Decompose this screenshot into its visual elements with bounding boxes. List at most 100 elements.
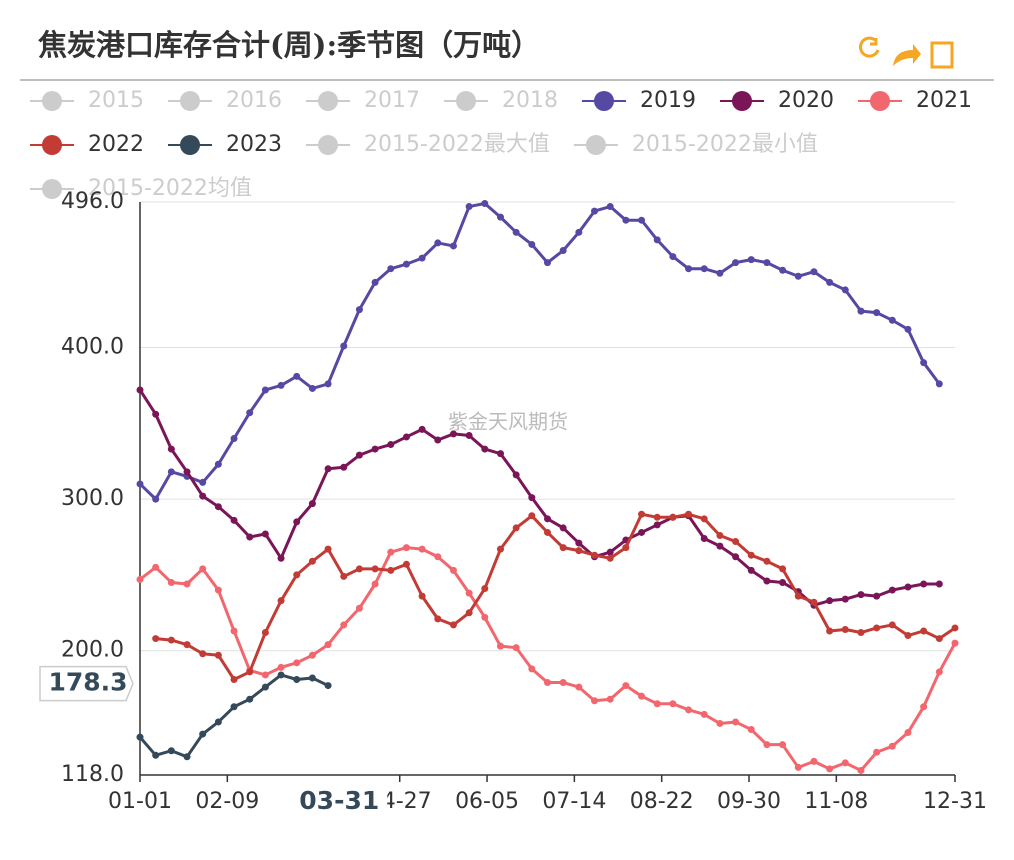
legend-item[interactable]: 2021 [858,88,972,113]
save-image-icon[interactable] [930,41,954,69]
legend-item[interactable]: 2015-2022最大值 [306,132,550,157]
data-point [402,560,410,568]
data-point [167,468,175,476]
data-point [826,597,834,605]
data-point [685,510,693,518]
data-point [700,515,708,523]
data-point [951,639,959,647]
y-tick-label: 496.0 [61,189,124,214]
legend-item[interactable]: 2015-2022最小值 [573,132,818,157]
data-point [230,676,238,683]
data-point [575,539,583,547]
legend-item[interactable]: 2022 [30,132,144,157]
data-point [246,695,254,703]
data-point [293,571,301,579]
data-point [167,578,175,586]
legend-item[interactable]: 2017 [306,88,420,113]
data-point [355,604,363,612]
legend-label: 2015-2022最小值 [632,132,818,157]
series-line [138,673,329,759]
legend-item[interactable]: 2020 [720,88,834,113]
series-line [139,546,957,772]
data-point [434,239,442,247]
data-point [496,642,504,650]
data-point [638,510,646,518]
data-point [716,542,724,550]
legend-marker [180,135,200,155]
refresh-icon[interactable] [859,36,880,58]
data-point [387,548,395,556]
restore-icon[interactable] [893,44,921,66]
legend-label: 2016 [226,88,282,113]
y-tick-label: 300.0 [61,486,124,511]
data-point [606,203,614,211]
data-point [857,307,865,315]
data-point [152,751,160,759]
data-point [277,554,285,562]
data-point [810,757,818,765]
data-point [544,528,551,536]
data-point [857,629,865,637]
data-point [575,228,583,236]
legend-item[interactable]: 2015-2022均值 [30,176,252,201]
legend-item[interactable]: 2018 [444,88,558,113]
legend-item[interactable]: 2015 [30,88,144,113]
data-point [199,478,207,486]
data-point [653,700,661,708]
data-point [935,635,943,643]
data-point [559,544,567,552]
data-point [951,624,959,632]
legend-marker [456,91,476,111]
data-point [183,753,191,761]
data-point [904,583,912,591]
data-point [935,580,943,588]
toolbox[interactable] [859,36,954,69]
data-point [638,528,646,536]
data-point [810,268,818,276]
legend-marker [42,179,62,199]
y-tick-label: 200.0 [61,638,124,663]
data-point [324,545,332,553]
data-point [716,719,724,727]
legend-item[interactable]: 2023 [168,132,282,157]
data-point [418,545,426,553]
data-point [246,668,254,676]
legend-label: 2020 [778,88,834,113]
data-point [606,554,614,562]
data-point [810,598,818,606]
data-point [308,651,316,659]
data-point [277,381,285,389]
data-point [873,748,881,756]
data-point [669,513,677,521]
data-point [261,683,269,691]
data-point [794,272,802,280]
data-point [230,703,238,711]
data-point [826,765,834,773]
data-point [685,706,693,714]
data-point [340,621,348,629]
data-point [638,692,646,700]
data-point [763,259,771,267]
data-point [528,494,536,502]
data-point [638,216,646,224]
legend-label: 2015-2022最大值 [364,132,550,157]
legend-item[interactable]: 2019 [582,88,696,113]
data-point [199,492,207,500]
watermark: 紫金天风期货 [448,410,568,434]
legend-item[interactable]: 2016 [168,88,282,113]
x-tick-label: 02-09 [195,789,259,814]
data-point [575,683,583,691]
data-point [763,577,771,585]
data-point [920,359,928,367]
data-point [826,278,834,286]
data-point [261,386,269,394]
data-point [199,730,207,738]
data-point [402,260,410,268]
data-point [544,259,551,267]
data-point [747,566,755,574]
data-point [669,253,677,261]
data-point [449,430,457,438]
data-point [496,450,504,458]
chart-title: 焦炭港口库存合计(周):季节图（万吨） [38,28,540,62]
data-point [199,650,207,658]
